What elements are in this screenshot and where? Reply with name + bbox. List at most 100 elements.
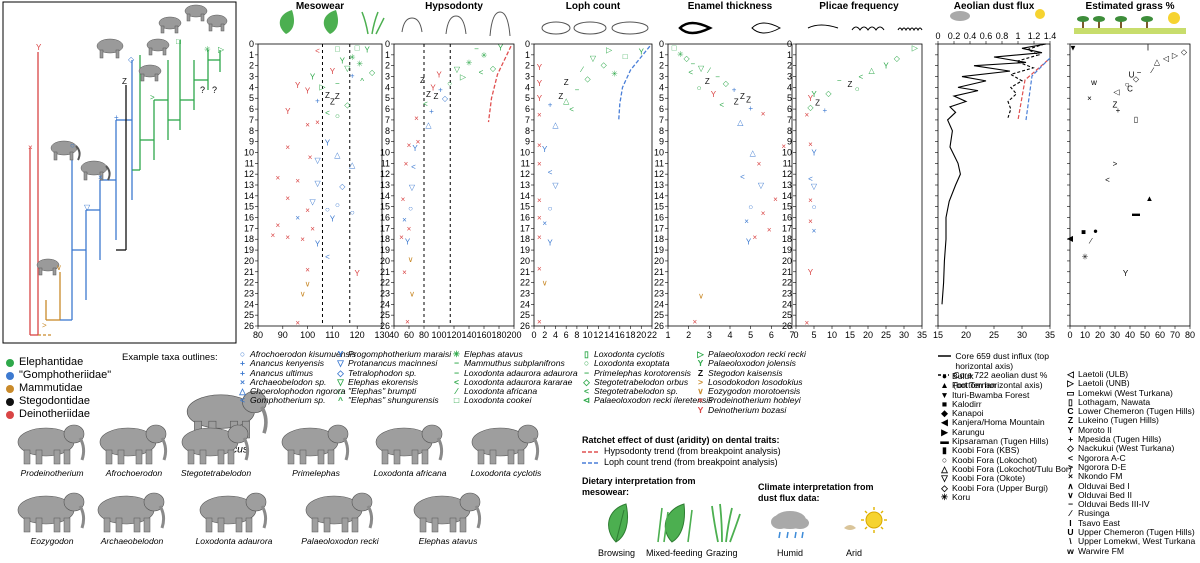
y-tick-label: 10 [380,147,390,157]
data-point: × [285,233,290,242]
data-point: < [740,172,745,181]
taxon-outline: Elephas atavus [413,492,482,546]
data-point: ✳ [349,53,356,62]
x-tick-label: 8 [574,330,579,340]
y-tick-label: 22 [520,278,530,288]
data-point: + [350,71,355,80]
taxon-outline: Afrochoerodon [99,424,168,478]
data-point: × [305,266,310,275]
data-point: ○ [335,112,340,121]
x-tick-label: 16 [615,330,625,340]
browsing-leaf-icon [608,503,629,543]
taxon-marker: ▽ [337,376,344,387]
y-tick-label: 0 [525,39,530,49]
data-point: ◇ [601,61,608,70]
y-tick-label: 24 [520,299,530,309]
data-point: × [405,318,410,327]
mid-plicae-icon [851,26,885,31]
y-tick-label: 17 [654,223,664,233]
grazing-grass-icon [711,503,741,543]
data-point: ▽ [309,197,316,206]
data-point: + [732,86,737,95]
data-point: × [399,233,404,242]
taxon-marker: ▽ [337,358,344,369]
site-name: Lukeino (Tugen Hills) [1078,415,1159,426]
taxon-name: Eozygodon morotoensis [708,386,801,397]
taxon-marker: Y [697,358,704,369]
taxon-outline-label: Loxodonta africana [373,468,446,478]
y-tick-label: 1 [525,50,530,60]
dietary-icons [608,503,741,543]
taxon-name: Mammuthus subplanifrons [464,358,565,369]
data-point: ○ [748,203,753,212]
outline-leg [23,449,31,465]
taxon-marker: < [239,395,246,406]
data-point: × [402,268,407,277]
taxa-legend-row: ○ Loxodonta exoptata [582,358,712,368]
family-color-dot [6,358,14,367]
taxa-legend-row: ⊲ Palaeoloxodon recki ileretensis [582,395,713,406]
data-point: ○ [447,79,452,88]
data-point: Y [811,90,817,99]
taxon-outline: Primelephas [281,424,350,478]
site-marker: × [1067,471,1074,482]
y-tick-label: 19 [520,245,530,255]
site-name: Laetoli (UNB) [1078,378,1130,389]
site-marker: > [1067,461,1074,472]
y-tick-label: 8 [787,126,792,136]
data-point: ◇ [684,54,691,63]
tree-crown-icon [1093,16,1105,22]
phylogeny-frame [2,1,237,344]
data-point: Z [734,97,739,106]
data-point: × [407,141,412,150]
data-point: < [858,73,863,82]
taxa-legend-row: < Gomphotherium sp. [238,395,356,406]
y-tick-label: 23 [782,288,792,298]
taxon-name: Loxodonta cookei [464,395,532,406]
loph-trend-overlay [1025,57,1051,121]
y-tick-label: 14 [380,191,390,201]
climate-label-arid: Arid [846,548,863,558]
tree-trunk-icon [1120,20,1122,28]
data-point: Y [542,145,548,154]
dust-series-line [1007,43,1045,118]
data-point: − [335,79,340,88]
data-point: ▯ [1134,115,1138,124]
data-point: × [537,141,542,150]
data-point: + [429,107,434,116]
rain-cloud-icon [950,11,970,21]
family-legend-row: Stegodontidae [6,395,111,408]
site-name: Mpesida (Tugen Hills) [1078,434,1162,445]
y-tick-label: 7 [525,115,530,125]
y-tick-label: 13 [380,180,390,190]
data-point: Y [436,70,442,79]
data-point: □ [355,43,360,52]
data-point: + [315,96,320,105]
taxon-outline: Loxodonta adaurora [196,492,273,546]
outline-trunk [260,505,268,529]
data-point: Z [746,95,751,104]
site-name: Koobi Fora (KBS) [952,445,1020,456]
x-tick-label: 18 [626,330,636,340]
data-point: Y [639,48,645,57]
x-tick-label: 130 [374,330,389,340]
tree-markers: Y × ∨ > ○ ▽ × + ◇ Z □ ✳ ▷ > [28,37,225,330]
y-tick-label: 17 [244,223,254,233]
data-point: Y [1123,269,1129,278]
outline-head [63,492,85,512]
y-tick-label: 0 [787,39,792,49]
site-name: Buluk [952,371,974,381]
taxon-marker: ⊲ [582,395,591,406]
data-point: △ [552,120,559,129]
taxa-legend-row: × Archaeobelodon sp. [238,377,356,387]
x-tick-label: 14 [604,330,614,340]
taxon-marker: − [453,367,460,378]
taxa-legend-row: − Loxodonta adaurora adaurora [452,367,578,378]
y-tick-label: 20 [380,256,390,266]
high-crown-tooth-icon [489,11,511,37]
data-point: ▼ [1069,43,1077,52]
taxa-legend-row: ▽ Elephas ekorensis [336,376,451,387]
plot-frame [667,43,793,327]
outline-trunk [474,505,482,529]
low-crown-tooth-icon [401,17,423,33]
